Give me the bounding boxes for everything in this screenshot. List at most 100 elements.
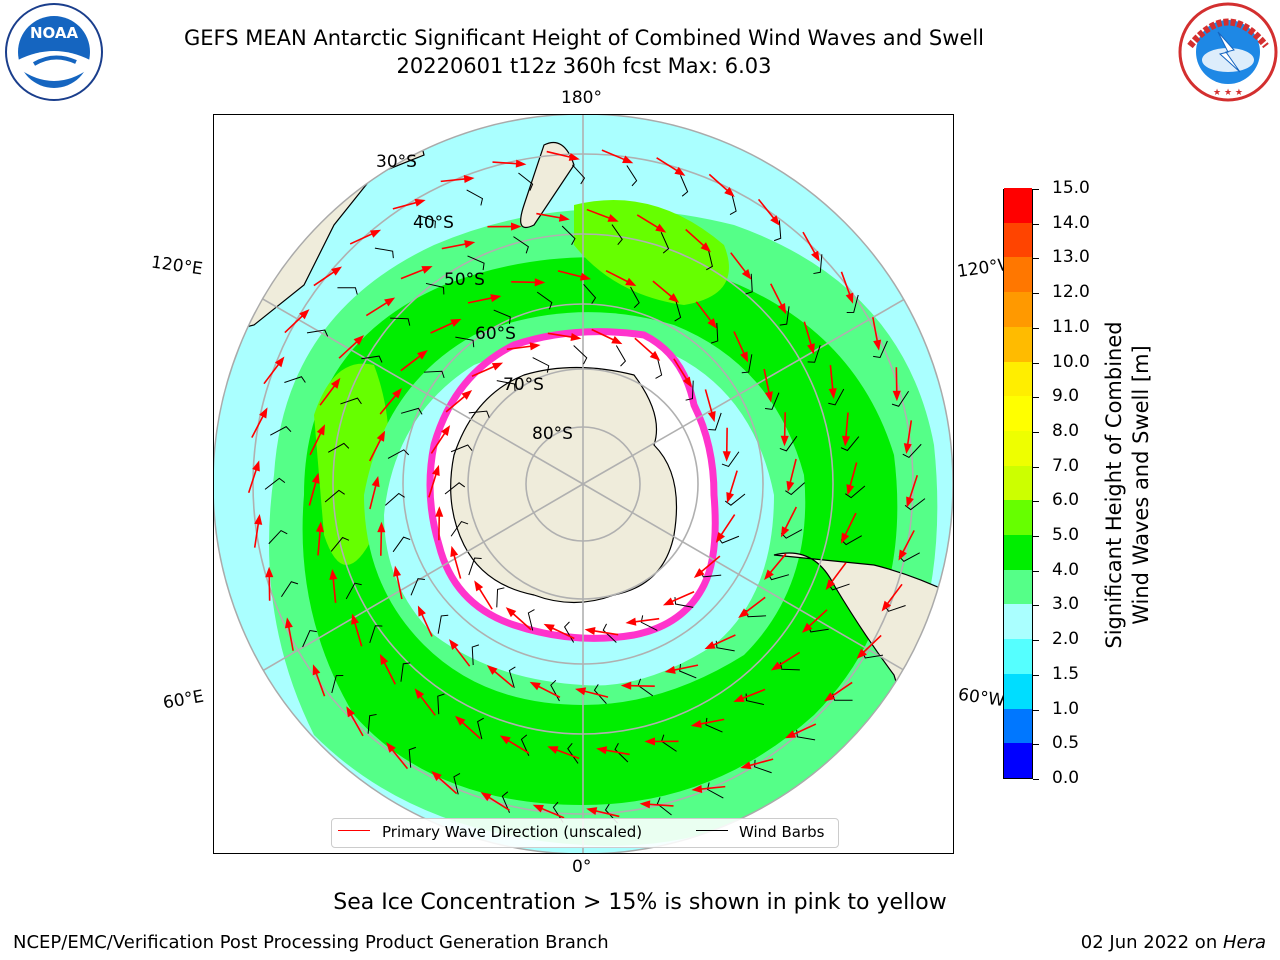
- colorbar-tick-label: 13.0: [1052, 247, 1090, 268]
- wave-direction-arrowhead: [824, 692, 835, 702]
- wave-direction-arrowhead: [724, 187, 735, 197]
- wave-direction-arrow: [445, 393, 469, 413]
- wind-barb: [779, 306, 790, 326]
- wind-barb: [708, 412, 722, 431]
- colorbar-tick: [1033, 258, 1039, 260]
- wave-direction-arrow: [738, 688, 766, 701]
- wind-barb: [527, 609, 535, 631]
- colorbar-title-line2: Wind Waves and Swell [m]: [1129, 345, 1153, 625]
- wave-direction-arrowhead: [733, 694, 745, 702]
- wave-direction-arrowhead: [315, 521, 325, 533]
- colorbar-title: Significant Height of Combined Wind Wave…: [1101, 285, 1155, 685]
- lat-label-50s: 50°S: [444, 270, 485, 290]
- noaa-logo-text: NOAA: [30, 24, 79, 42]
- wave-direction-arrow: [536, 212, 565, 220]
- wave-direction-arrow: [430, 429, 448, 454]
- wave-direction-arrowhead: [770, 215, 780, 226]
- wave-direction-arrowhead: [649, 350, 661, 361]
- wind-barb: [361, 355, 383, 363]
- wind-barb: [520, 734, 530, 756]
- wave-direction-arrowhead: [586, 807, 598, 815]
- wind-barb: [302, 629, 317, 648]
- wind-barb: [745, 273, 753, 295]
- antarctica: [450, 366, 677, 604]
- wave-direction-arrow: [745, 758, 774, 768]
- wave-direction-arrowhead: [450, 318, 462, 327]
- wave-direction-arrowhead: [346, 706, 355, 718]
- wind-barb: [721, 451, 740, 468]
- wind-barb: [807, 344, 821, 363]
- wind-barb: [324, 489, 345, 503]
- wind-barb: [729, 193, 737, 216]
- colorbar-tick: [1033, 327, 1039, 329]
- chart-subtitle: 20220601 t12z 360h fcst Max: 6.03: [396, 54, 772, 78]
- wave-direction-arrowhead: [386, 742, 396, 753]
- wave-direction-arrow: [742, 596, 766, 615]
- wave-direction-arrowhead: [570, 333, 582, 342]
- wind-barb: [706, 248, 713, 271]
- wind-barb: [467, 255, 485, 271]
- colorbar-tick: [1033, 536, 1039, 538]
- wind-barb: [337, 287, 358, 295]
- wave-direction-arrowhead: [881, 600, 892, 612]
- wave-direction-arrowhead: [690, 719, 702, 728]
- wind-barb: [468, 410, 490, 418]
- wave-direction-arrow: [430, 320, 457, 334]
- wave-direction-arrowhead: [449, 639, 459, 650]
- wind-barb: [496, 587, 505, 608]
- colorbar-segment: [1004, 395, 1032, 431]
- wave-direction-arrow: [601, 149, 629, 162]
- wave-direction-arrowhead: [431, 464, 440, 477]
- wave-direction-arrow: [829, 365, 834, 394]
- wave-direction-arrow: [695, 301, 714, 325]
- wave-direction-arrow: [840, 271, 852, 299]
- wind-barb: [392, 536, 411, 553]
- wave-direction-arrowhead: [440, 425, 451, 436]
- colorbar-tick-label: 5.0: [1052, 525, 1080, 546]
- wave-direction-arrowhead: [764, 391, 773, 403]
- wind-barb: [655, 357, 663, 379]
- colorbar-segment: [1004, 673, 1032, 709]
- wind-barb: [614, 742, 629, 763]
- wind-barb: [471, 644, 480, 666]
- wave-direction-arrow: [511, 281, 540, 284]
- wave-direction-arrowhead: [421, 266, 433, 274]
- wave-direction-arrow: [395, 571, 403, 600]
- wave-direction-arrow: [504, 737, 530, 754]
- colorbar-tick: [1033, 362, 1039, 364]
- wind-barb: [685, 380, 694, 401]
- legend-wave-direction: Primary Wave Direction (unscaled): [382, 823, 643, 841]
- map-canvas: [214, 115, 953, 853]
- wind-barb: [330, 536, 350, 552]
- colorbar-tick: [1033, 466, 1039, 468]
- colorbar-segment: [1004, 361, 1032, 397]
- wave-direction-arrow: [509, 610, 532, 631]
- wave-direction-arrowhead: [265, 566, 274, 578]
- polar-map: [213, 114, 954, 854]
- wave-direction-arrowhead: [252, 460, 260, 472]
- wave-direction-arrow: [790, 723, 817, 737]
- wind-barb: [779, 435, 798, 452]
- lat-label-30s: 30°S: [376, 152, 417, 172]
- wave-direction-arrow: [476, 585, 493, 610]
- wind-barb: [680, 175, 689, 197]
- wave-direction-arrowhead: [330, 377, 341, 389]
- wind-barb: [450, 444, 473, 453]
- wave-direction-arrow: [369, 481, 378, 510]
- wave-direction-arrow: [668, 590, 695, 604]
- wave-direction-arrow: [828, 562, 847, 586]
- wave-direction-arrow: [697, 555, 721, 575]
- wave-direction-arrowhead: [693, 568, 705, 578]
- wind-barb: [626, 165, 638, 187]
- wave-direction-arrow: [728, 470, 738, 498]
- colorbar-tick-label: 1.5: [1052, 663, 1080, 684]
- wind-barb: [418, 214, 436, 229]
- wind-barb: [513, 236, 529, 254]
- colorbar-tick: [1033, 293, 1039, 295]
- wave-direction-arrow: [802, 231, 818, 257]
- wave-direction-arrowhead: [534, 278, 546, 287]
- wave-direction-arrowhead: [764, 569, 774, 581]
- wind-barb: [450, 520, 469, 537]
- wave-direction-arrowhead: [393, 565, 402, 577]
- wave-direction-arrowhead: [700, 242, 712, 253]
